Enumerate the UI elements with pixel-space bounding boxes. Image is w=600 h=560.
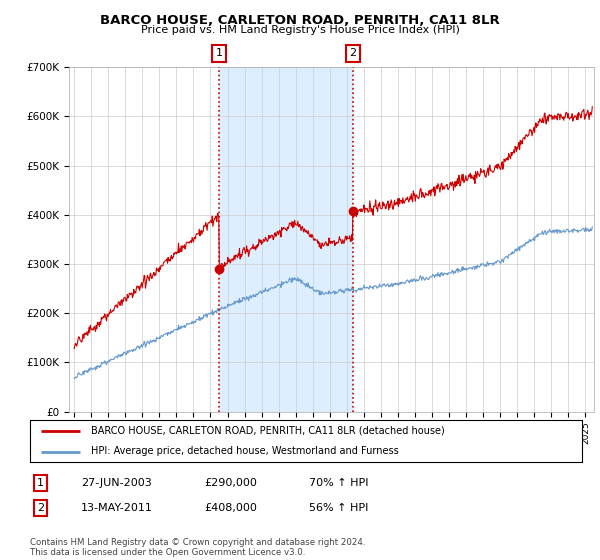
Text: £290,000: £290,000 (204, 478, 257, 488)
Text: 1: 1 (37, 478, 44, 488)
Text: 2: 2 (349, 48, 356, 58)
Text: 13-MAY-2011: 13-MAY-2011 (81, 503, 153, 513)
Text: 56% ↑ HPI: 56% ↑ HPI (309, 503, 368, 513)
Text: 70% ↑ HPI: 70% ↑ HPI (309, 478, 368, 488)
Text: 1: 1 (215, 48, 223, 58)
Text: 2: 2 (37, 503, 44, 513)
Text: Contains HM Land Registry data © Crown copyright and database right 2024.
This d: Contains HM Land Registry data © Crown c… (30, 538, 365, 557)
Text: HPI: Average price, detached house, Westmorland and Furness: HPI: Average price, detached house, West… (91, 446, 398, 456)
Text: £408,000: £408,000 (204, 503, 257, 513)
Text: BARCO HOUSE, CARLETON ROAD, PENRITH, CA11 8LR (detached house): BARCO HOUSE, CARLETON ROAD, PENRITH, CA1… (91, 426, 445, 436)
Text: BARCO HOUSE, CARLETON ROAD, PENRITH, CA11 8LR: BARCO HOUSE, CARLETON ROAD, PENRITH, CA1… (100, 14, 500, 27)
Bar (219, 67, 353, 412)
Text: Price paid vs. HM Land Registry's House Price Index (HPI): Price paid vs. HM Land Registry's House … (140, 25, 460, 35)
Text: 27-JUN-2003: 27-JUN-2003 (81, 478, 152, 488)
